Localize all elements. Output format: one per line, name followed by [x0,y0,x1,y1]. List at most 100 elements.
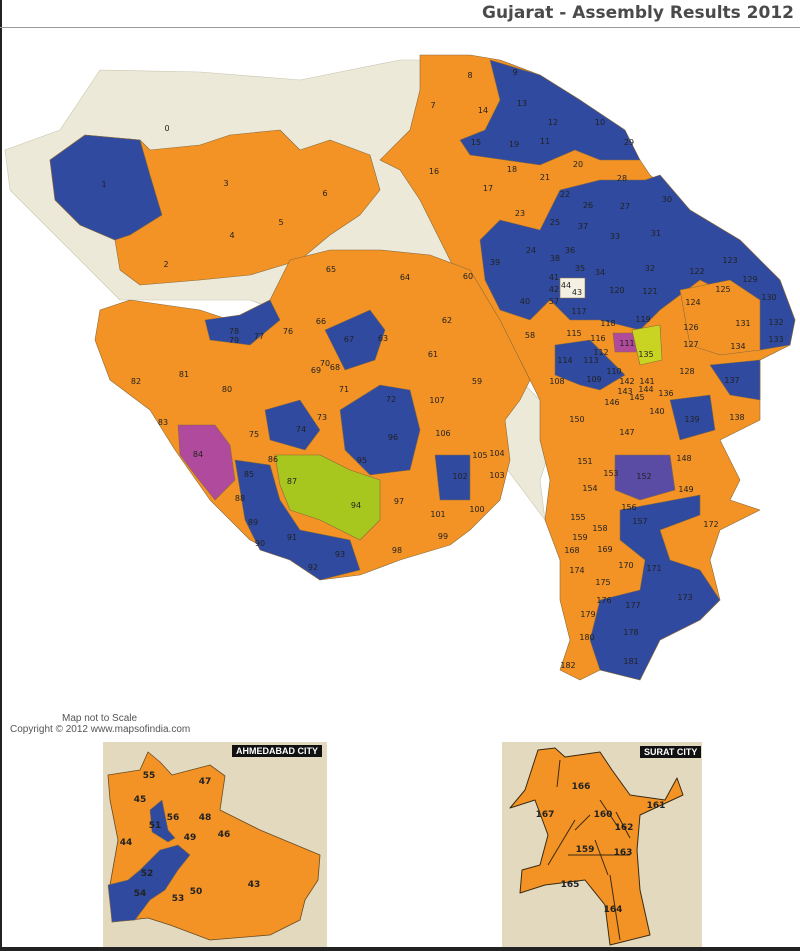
constituency-label: 67 [344,335,354,344]
constituency-label: 99 [438,532,448,541]
congress-seat-area [554,339,626,391]
constituency-label: 142 [619,377,634,386]
constituency-label: 123 [722,256,737,265]
constituency-label: 85 [244,470,254,479]
constituency-label: 103 [489,471,504,480]
constituency-label: 121 [642,287,657,296]
frame-border-left [0,0,2,951]
constituency-label: 76 [283,327,293,336]
constituency-label: 182 [560,661,575,670]
constituency-label: 163 [614,848,633,858]
constituency-label: 74 [296,425,306,434]
constituency-label: 12 [548,118,558,127]
constituency-label: 81 [179,370,189,379]
constituency-label: 17 [483,184,493,193]
constituency-label: 156 [621,503,636,512]
constituency-label: 11 [540,137,550,146]
constituency-label: 39 [490,258,500,267]
constituency-label: 63 [378,334,388,343]
constituency-label: 33 [610,232,620,241]
constituency-label: 140 [649,407,664,416]
map-note: Map not to Scale Copyright © 2012 www.ma… [10,713,190,735]
congress-seat-area [264,399,321,451]
congress-seat-area [479,174,796,351]
constituency-label: 61 [428,350,438,359]
constituency-label: 150 [569,415,584,424]
constituency-label: 44 [120,838,133,848]
constituency-label: 155 [570,513,585,522]
constituency-label: 42 [549,285,559,294]
constituency-label: 120 [609,286,624,295]
constituency-label: 145 [629,393,644,402]
constituency-label: 51 [149,821,162,831]
congress-seat-area [324,309,386,371]
constituency-label: 90 [255,539,265,548]
constituency-label: 126 [683,323,698,332]
constituency-label: 148 [676,454,691,463]
constituency-label: 159 [572,533,587,542]
constituency-label: 9 [512,68,517,77]
constituency-label: 115 [566,329,581,338]
constituency-label: 30 [662,195,672,204]
constituency-label: 10 [595,118,605,127]
scale-note: Map not to Scale [62,713,138,724]
constituency-label: 106 [435,429,450,438]
constituency-label: 46 [218,830,231,840]
constituency-label: 102 [452,472,467,481]
constituency-label: 43 [248,880,261,890]
ward-boundary [609,874,621,941]
constituency-label: 62 [442,316,452,325]
constituency-label: 89 [248,518,258,527]
constituency-label: 97 [394,497,404,506]
congress-seat-area [459,59,641,166]
constituency-label: 45 [134,795,147,805]
constituency-label: 167 [536,810,555,820]
constituency-label: 149 [678,485,693,494]
constituency-label: 88 [235,494,245,503]
constituency-label: 18 [507,165,517,174]
constituency-label: 136 [658,389,673,398]
constituency-label: 75 [249,430,259,439]
constituency-label: 104 [489,449,504,458]
constituency-label: 82 [131,377,141,386]
ward-boundary [547,819,576,866]
constituency-label: 125 [715,285,730,294]
constituency-label: 79 [229,336,239,345]
constituency-label: 157 [632,517,647,526]
constituency-label: 7 [430,101,435,110]
constituency-label: 101 [430,510,445,519]
congress-seat-area [204,299,281,346]
constituency-label: 37 [578,222,588,231]
constituency-label: 54 [134,889,147,899]
constituency-label: 132 [768,318,783,327]
constituency-54 [107,844,191,923]
constituency-label: 160 [594,810,613,820]
constituency-label: 40 [520,297,530,306]
constituency-label: 83 [158,418,168,427]
constituency-label: 55 [143,771,156,781]
constituency-1 [49,134,163,241]
constituency-label: 139 [684,415,699,424]
constituency-label: 59 [472,377,482,386]
ahmedabad-city-area [559,277,586,299]
ahmedabad-inset-title: AHMEDABAD CITY [232,745,322,757]
constituency-label: 164 [604,905,623,915]
constituency-label: 14 [478,106,488,115]
constituency-label: 172 [703,520,718,529]
constituency-label: 128 [679,367,694,376]
surat-city-map [509,747,684,946]
frame-border-bottom [0,947,800,951]
constituency-label: 53 [172,894,185,904]
constituency-label: 114 [557,356,572,365]
constituency-label: 158 [592,524,607,533]
constituency-label: 72 [386,395,396,404]
constituency-51 [149,799,176,843]
constituency-label: 113 [583,356,598,365]
constituency-label: 134 [730,342,745,351]
constituency-label: 15 [471,138,481,147]
map-title: Gujarat - Assembly Results 2012 [481,3,794,23]
constituency-label: 84 [193,450,203,459]
constituency-label: 159 [576,845,595,855]
congress-seat-area [234,459,361,581]
surat-inset-title: SURAT CITY [640,746,702,758]
